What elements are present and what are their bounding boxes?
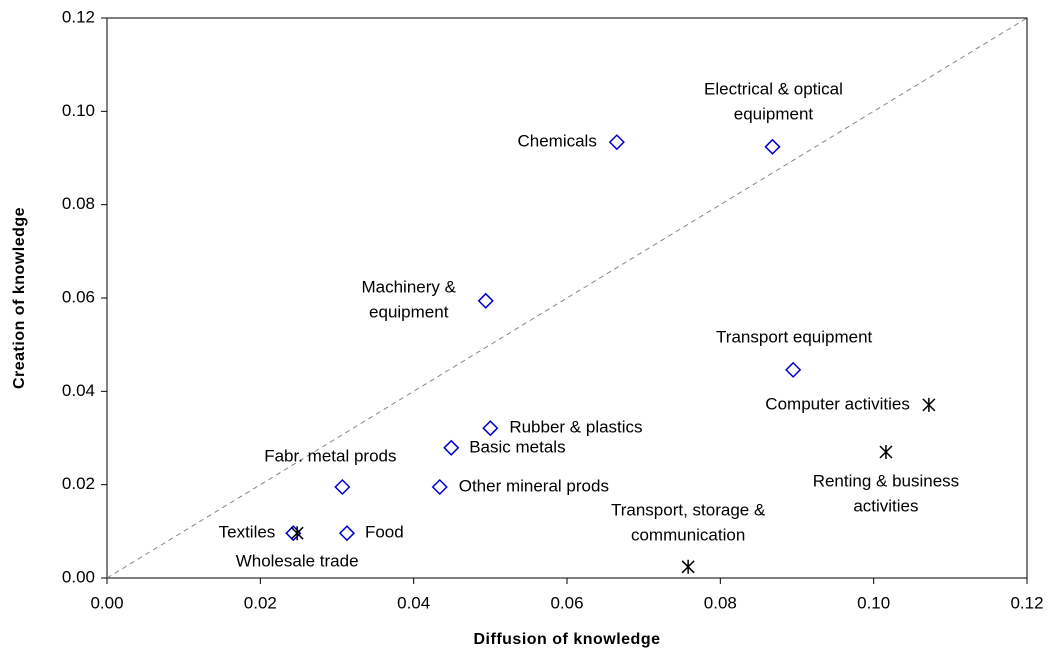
y-tick-label: 0.00 bbox=[62, 567, 95, 586]
x-tick-label: 0.08 bbox=[704, 593, 737, 612]
y-tick-label: 0.06 bbox=[62, 287, 95, 306]
point-label: communication bbox=[631, 525, 745, 544]
point bbox=[477, 292, 494, 309]
point-label: Transport equipment bbox=[716, 327, 873, 346]
point bbox=[431, 478, 448, 496]
point-label: Machinery & bbox=[361, 277, 456, 296]
point-label: Chemicals bbox=[517, 132, 596, 151]
point-label: Transport, storage & bbox=[611, 500, 766, 519]
point bbox=[290, 526, 304, 541]
point-label: Fabr. metal prods bbox=[264, 446, 396, 465]
point-label: Rubber & plastics bbox=[509, 418, 642, 437]
y-tick-label: 0.04 bbox=[62, 381, 95, 400]
point-label: Computer activities bbox=[765, 394, 910, 413]
x-tick-label: 0.04 bbox=[397, 593, 430, 612]
point-label: Electrical & optical bbox=[704, 79, 843, 98]
point-label: equipment bbox=[369, 302, 449, 321]
point bbox=[785, 361, 802, 378]
point-label: Food bbox=[365, 523, 404, 542]
y-axis-title: Creation of knowledge bbox=[11, 207, 28, 389]
point bbox=[681, 559, 695, 574]
point bbox=[443, 439, 460, 456]
y-tick-label: 0.10 bbox=[62, 101, 95, 120]
x-tick-label: 0.00 bbox=[90, 593, 123, 612]
x-tick-label: 0.10 bbox=[857, 593, 890, 612]
x-axis-title: Diffusion of knowledge bbox=[474, 631, 661, 648]
x-tick-label: 0.06 bbox=[550, 593, 583, 612]
point bbox=[334, 478, 351, 496]
point-label: Other mineral prods bbox=[459, 476, 609, 495]
x-tick-label: 0.12 bbox=[1010, 593, 1043, 612]
point bbox=[879, 445, 893, 459]
point-label: Basic metals bbox=[469, 437, 565, 456]
point-label: Wholesale trade bbox=[236, 552, 359, 571]
point bbox=[608, 134, 625, 151]
y-tick-label: 0.12 bbox=[62, 7, 95, 26]
point bbox=[764, 138, 781, 155]
point bbox=[285, 525, 302, 542]
point-label: activities bbox=[853, 496, 918, 515]
point-label: equipment bbox=[734, 104, 814, 123]
y-tick-label: 0.08 bbox=[62, 194, 95, 213]
point bbox=[922, 397, 936, 412]
point-label: Textiles bbox=[219, 523, 276, 542]
point-label: Renting & business bbox=[813, 471, 959, 490]
point bbox=[482, 420, 499, 437]
x-tick-label: 0.02 bbox=[244, 593, 277, 612]
y-tick-label: 0.02 bbox=[62, 474, 95, 493]
point bbox=[338, 525, 356, 542]
